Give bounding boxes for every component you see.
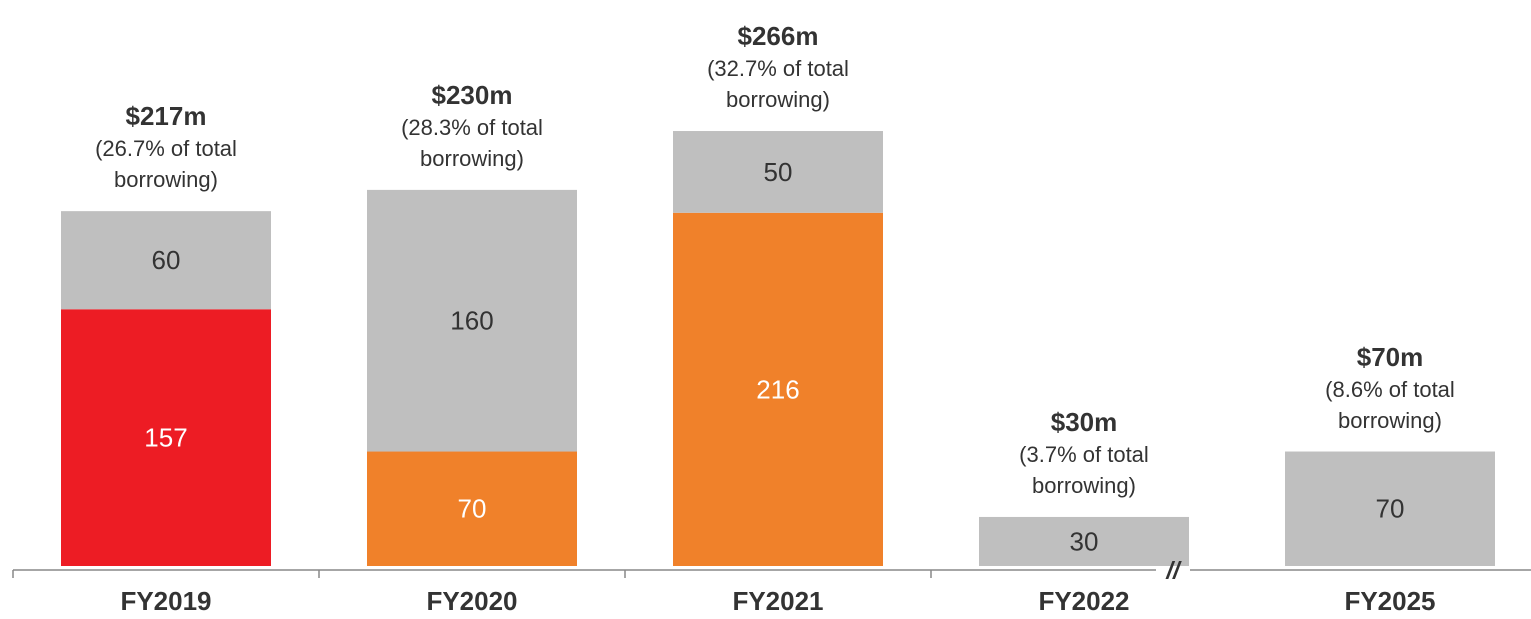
total-label: $230m	[431, 79, 513, 110]
annotation: $217m (26.7% of total borrowing)	[66, 99, 266, 195]
segment-label: 50	[764, 157, 793, 187]
x-tick-label: FY2021	[732, 586, 823, 616]
segment-label: 30	[1070, 526, 1099, 556]
annotation: $70m (8.6% of total borrowing)	[1290, 340, 1490, 436]
share-note: (32.7% of total borrowing)	[707, 56, 849, 113]
bar-segment	[367, 189, 577, 452]
bar-segment	[367, 451, 577, 566]
x-tick-label: FY2019	[120, 586, 211, 616]
bar-segment	[1285, 451, 1495, 566]
share-note: (3.7% of total borrowing)	[1019, 441, 1149, 498]
x-tick-label: FY2022	[1038, 586, 1129, 616]
segment-label: 160	[450, 306, 493, 336]
annotation: $30m (3.7% of total borrowing)	[984, 405, 1184, 501]
bar-segment	[673, 212, 883, 566]
total-label: $30m	[1050, 406, 1118, 437]
segment-label: 216	[756, 374, 799, 404]
bar-segment	[61, 309, 271, 566]
total-label: $266m	[737, 21, 819, 52]
share-note: (8.6% of total borrowing)	[1325, 376, 1455, 433]
segment-label: 60	[152, 245, 181, 275]
segment-label: 70	[1376, 494, 1405, 524]
share-note: (26.7% of total borrowing)	[95, 136, 237, 193]
bar-segment	[61, 211, 271, 310]
axis-break: //	[1165, 557, 1182, 584]
x-tick-label: FY2020	[426, 586, 517, 616]
x-tick-label: FY2025	[1344, 586, 1435, 616]
annotation: $230m (28.3% of total borrowing)	[372, 78, 572, 174]
segment-label: 157	[144, 423, 187, 453]
annotation: $266m (32.7% of total borrowing)	[678, 19, 878, 115]
total-label: $70m	[1356, 341, 1424, 372]
total-label: $217m	[125, 101, 207, 132]
bar-segment	[673, 131, 883, 213]
segment-label: 70	[458, 494, 487, 524]
share-note: (28.3% of total borrowing)	[401, 114, 543, 171]
bar-segment	[979, 516, 1189, 566]
